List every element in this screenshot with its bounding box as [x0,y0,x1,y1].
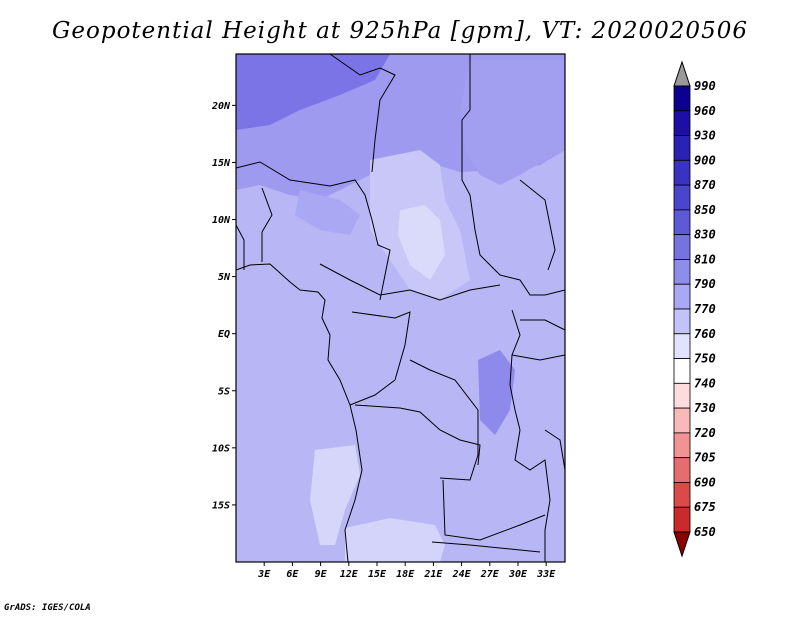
colorbar-swatch [673,482,691,508]
lon-label: 27E [480,569,500,580]
latitude-axis: 20N 15N 10N 5N EQ 5S 10S 15S [211,101,236,511]
colorbar-swatch [673,407,691,434]
field-zone-rift [478,350,515,435]
lon-label: 30E [508,569,528,580]
field-zone-east [460,60,565,185]
colorbar-top-arrow [673,60,691,87]
colorbar-swatch [673,333,691,359]
lat-label: 5S [218,386,230,397]
colorbar-swatch [673,234,691,260]
colorbar-bottom-arrow [673,531,691,558]
colorbar-swatch [673,85,691,112]
colorbar-label: 690 [694,475,716,489]
field-zone-south [345,518,445,562]
field-zone-northwest [236,54,390,130]
lon-label: 18E [396,569,415,580]
map-panel [235,53,566,563]
colorbar-label: 650 [694,525,716,539]
colorbar-label: 740 [694,376,716,390]
lat-label: 15N [212,158,231,169]
map-frame [235,53,566,563]
colorbar-swatch [673,259,691,285]
colorbar-swatch [673,382,691,409]
colorbar-label: 790 [694,277,716,291]
colorbar-label: 930 [694,129,716,143]
colorbar-swatch [673,184,691,211]
colorbar-swatch [673,432,691,459]
lon-label: 12E [340,569,359,580]
colorbar-label: 750 [694,352,716,366]
lat-label: 20N [211,101,231,112]
country-borders [235,53,566,563]
map-title: Geopotential Height at 925hPa [gpm], VT:… [52,18,748,44]
lon-label: 24E [452,569,472,580]
lon-label: 15E [368,569,387,580]
colorbar-label: 960 [694,104,716,118]
lon-label: 33E [536,569,556,580]
colorbar-label: 760 [694,327,716,341]
lat-label: EQ [218,329,230,340]
colorbar-label: 705 [694,451,716,465]
field-zone-central-low [398,205,445,280]
colorbar-label: 720 [694,426,716,440]
colorbar-label: 730 [694,401,716,415]
colorbar-swatch [673,506,691,533]
field-zone-southwest [310,445,360,545]
lon-label: 9E [315,569,328,580]
colorbar-swatch [673,159,691,186]
longitude-axis: 3E 6E 9E 12E 15E 18E 21E 24E 27E 30E 33E [257,562,556,580]
lat-label: 15S [212,500,230,511]
lon-label: 6E [286,569,299,580]
colorbar-label: 830 [694,228,716,242]
colorbar-label: 870 [694,178,716,192]
colorbar-label: 850 [694,203,716,217]
lon-label: 3E [257,569,271,580]
colorbar-label: 770 [694,302,716,316]
field-zone-west [295,190,360,235]
colorbar-swatch [673,283,691,310]
lon-label: 21E [423,569,443,580]
lat-label: 10N [212,215,231,226]
lat-label: 5N [218,272,231,283]
colorbar: 990 960 930 900 870 850 830 810 790 770 760 750 740 7… [673,60,716,558]
footer-credit: GrADS: IGES/COLA [4,603,91,613]
colorbar-swatch [673,457,691,483]
colorbar-swatch [673,110,691,136]
colorbar-swatch [673,308,691,335]
colorbar-swatch [673,209,691,236]
lat-label: 10S [212,443,230,454]
colorbar-label: 810 [694,252,716,266]
colorbar-label: 900 [694,153,716,167]
colorbar-label: 990 [694,79,716,93]
colorbar-label: 675 [694,500,716,514]
colorbar-swatch [673,358,691,384]
colorbar-swatch [673,135,691,161]
